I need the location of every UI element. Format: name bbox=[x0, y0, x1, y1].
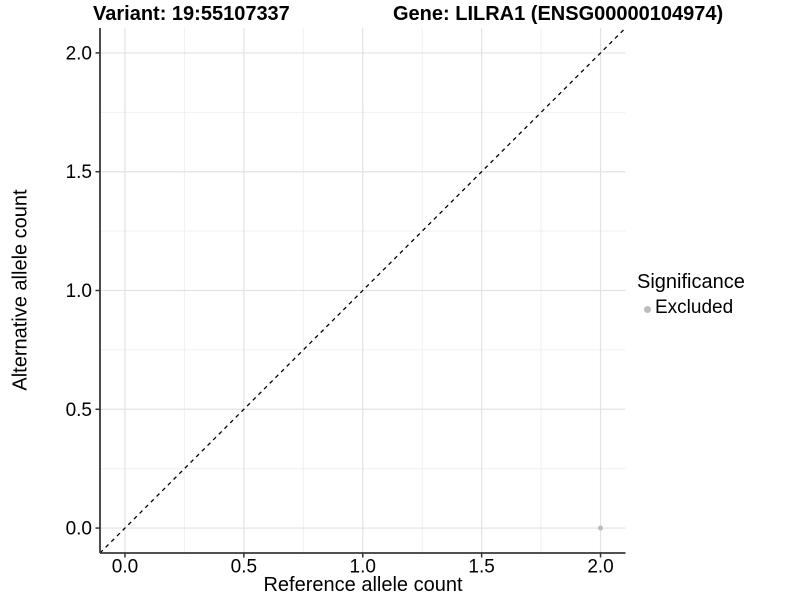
y-axis-title: Alternative allele count bbox=[9, 189, 32, 391]
y-tick-label: 1.5 bbox=[66, 162, 92, 183]
legend: Significance Excluded bbox=[637, 271, 745, 319]
x-axis-title: Reference allele count bbox=[263, 574, 463, 596]
x-tick-label: 1.0 bbox=[350, 557, 376, 578]
x-tick-label: 0.5 bbox=[231, 557, 257, 578]
y-tick-label: 0.5 bbox=[66, 400, 92, 421]
identity-reference-line bbox=[99, 27, 626, 554]
data-point bbox=[598, 525, 604, 531]
x-tick-label: 0.0 bbox=[112, 557, 138, 578]
gene-title: Gene: LILRA1 (ENSG00000104974) bbox=[393, 3, 724, 25]
x-tick-label: 1.5 bbox=[468, 557, 494, 578]
x-tick-label: 2.0 bbox=[587, 557, 613, 578]
y-tick-label: 1.0 bbox=[66, 281, 92, 302]
legend-item-label: Excluded bbox=[655, 297, 734, 318]
legend-title: Significance bbox=[637, 271, 745, 293]
legend-item-excluded: Excluded bbox=[637, 297, 745, 319]
y-tick-label: 2.0 bbox=[66, 43, 92, 64]
y-tick-label: 0.0 bbox=[66, 519, 92, 540]
excluded-point-icon bbox=[644, 305, 651, 313]
variant-title: Variant: 19:55107337 bbox=[93, 3, 290, 25]
